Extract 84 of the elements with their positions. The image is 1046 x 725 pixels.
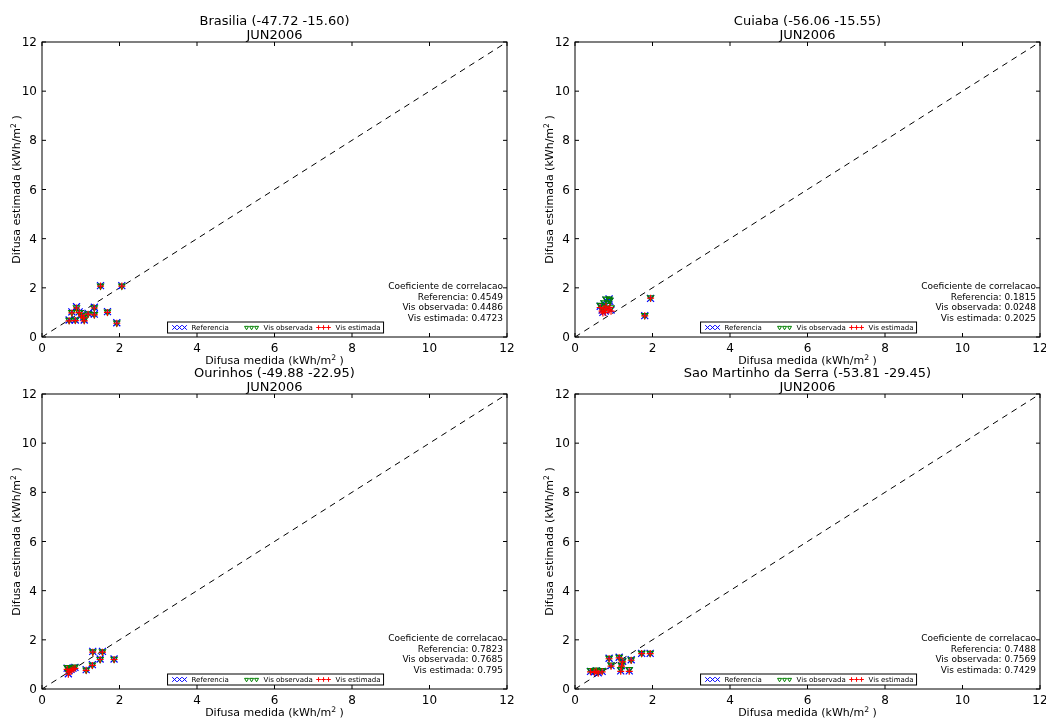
y-tick-label: 4 <box>29 231 37 246</box>
annotation: Referencia: 0.7488 <box>950 643 1037 654</box>
y-tick-label: 10 <box>554 84 570 99</box>
x-tick-label: 8 <box>881 341 889 355</box>
chart-title: Sao Martinho da Serra (-53.81 -29.45) <box>683 365 932 380</box>
x-tick-label: 8 <box>881 693 889 707</box>
y-tick-label: 8 <box>562 485 570 500</box>
x-tick-label: 12 <box>1032 341 1046 355</box>
y-tick-label: 0 <box>29 682 37 696</box>
x-tick-label: 6 <box>270 693 279 707</box>
annotation: Coeficiente de correlacao <box>388 281 504 291</box>
y-tick-label: 2 <box>29 280 37 295</box>
x-axis-title: Difusa medida (kWh/m$^{2}$ ) <box>205 704 344 719</box>
chart-title: Cuiaba (-56.06 -15.55) <box>733 13 882 28</box>
y-tick-label: 4 <box>29 583 37 598</box>
y-tick-label: 10 <box>21 84 37 99</box>
y-tick-label: 6 <box>562 534 570 549</box>
y-tick-label: 8 <box>29 133 37 148</box>
chart-subtitle: JUN2006 <box>778 379 836 394</box>
y-tick-label: 2 <box>562 632 570 647</box>
chart-title: Brasilia (-47.72 -15.60) <box>199 13 350 28</box>
y-tick-label: 2 <box>29 632 37 647</box>
x-tick-label: 8 <box>348 693 356 707</box>
annotation: Vis estimada: 0.7429 <box>940 664 1037 675</box>
y-tick-label: 12 <box>554 35 570 49</box>
y-tick-label: 12 <box>21 35 37 49</box>
x-tick-label: 6 <box>803 341 812 355</box>
annotation: Vis observada: 0.7685 <box>402 654 503 664</box>
annotation: Referencia: 0.7823 <box>417 643 503 654</box>
y-tick-label: 0 <box>562 682 570 696</box>
y-tick-label: 0 <box>562 330 570 344</box>
y-tick-label: 6 <box>29 182 37 197</box>
annotation: Coeficiente de correlacao <box>388 633 504 643</box>
annotation: Vis estimada: 0.795 <box>413 664 503 675</box>
annotation: Vis observada: 0.0248 <box>935 302 1037 312</box>
chart-title: Ourinhos (-49.88 -22.95) <box>194 365 355 380</box>
x-tick-label: 6 <box>803 693 812 707</box>
x-tick-label: 2 <box>115 341 124 355</box>
x-tick-label: 10 <box>954 341 971 355</box>
x-tick-label: 6 <box>270 341 279 355</box>
y-tick-label: 8 <box>562 133 570 148</box>
x-tick-label: 0 <box>38 693 46 707</box>
x-tick-label: 10 <box>954 693 971 707</box>
y-tick-label: 4 <box>562 231 570 246</box>
y-tick-label: 10 <box>554 436 570 451</box>
chart-subtitle: JUN2006 <box>245 27 303 42</box>
annotation: Coeficiente de correlacao <box>921 281 1037 291</box>
x-tick-label: 0 <box>571 693 579 707</box>
annotation: Referencia: 0.4549 <box>417 291 504 302</box>
annotation: Vis estimada: 0.4723 <box>407 312 503 323</box>
y-tick-label: 0 <box>29 330 37 344</box>
x-tick-label: 4 <box>726 693 734 707</box>
x-tick-label: 2 <box>115 693 124 707</box>
y-tick-label: 2 <box>562 280 570 295</box>
x-tick-label: 12 <box>1032 693 1046 707</box>
x-tick-label: 12 <box>499 341 515 355</box>
y-tick-label: 6 <box>562 182 570 197</box>
annotation: Vis observada: 0.4486 <box>402 302 504 312</box>
x-tick-label: 0 <box>38 341 46 355</box>
x-tick-label: 10 <box>421 341 438 355</box>
y-tick-label: 8 <box>29 485 37 500</box>
x-tick-label: 12 <box>499 693 515 707</box>
annotation: Vis estimada: 0.2025 <box>940 312 1036 323</box>
y-tick-label: 6 <box>29 534 37 549</box>
x-tick-label: 4 <box>726 341 734 355</box>
annotation: Coeficiente de correlacao <box>921 633 1037 643</box>
x-tick-label: 10 <box>421 693 438 707</box>
y-tick-label: 12 <box>21 387 37 401</box>
x-axis-title: Difusa medida (kWh/m$^{2}$ ) <box>205 352 344 367</box>
y-tick-label: 12 <box>554 387 570 401</box>
chart-subtitle: JUN2006 <box>245 379 303 394</box>
x-tick-label: 4 <box>193 341 201 355</box>
x-tick-label: 8 <box>348 341 356 355</box>
x-tick-label: 4 <box>193 693 201 707</box>
x-axis-title: Difusa medida (kWh/m$^{2}$ ) <box>738 352 877 367</box>
y-tick-label: 10 <box>21 436 37 451</box>
annotation: Vis observada: 0.7569 <box>935 654 1037 664</box>
x-tick-label: 0 <box>571 341 579 355</box>
annotation: Referencia: 0.1815 <box>950 291 1036 302</box>
x-axis-title: Difusa medida (kWh/m$^{2}$ ) <box>738 704 877 719</box>
y-tick-label: 4 <box>562 583 570 598</box>
chart-subtitle: JUN2006 <box>778 27 836 42</box>
x-tick-label: 2 <box>648 341 657 355</box>
x-tick-label: 2 <box>648 693 657 707</box>
